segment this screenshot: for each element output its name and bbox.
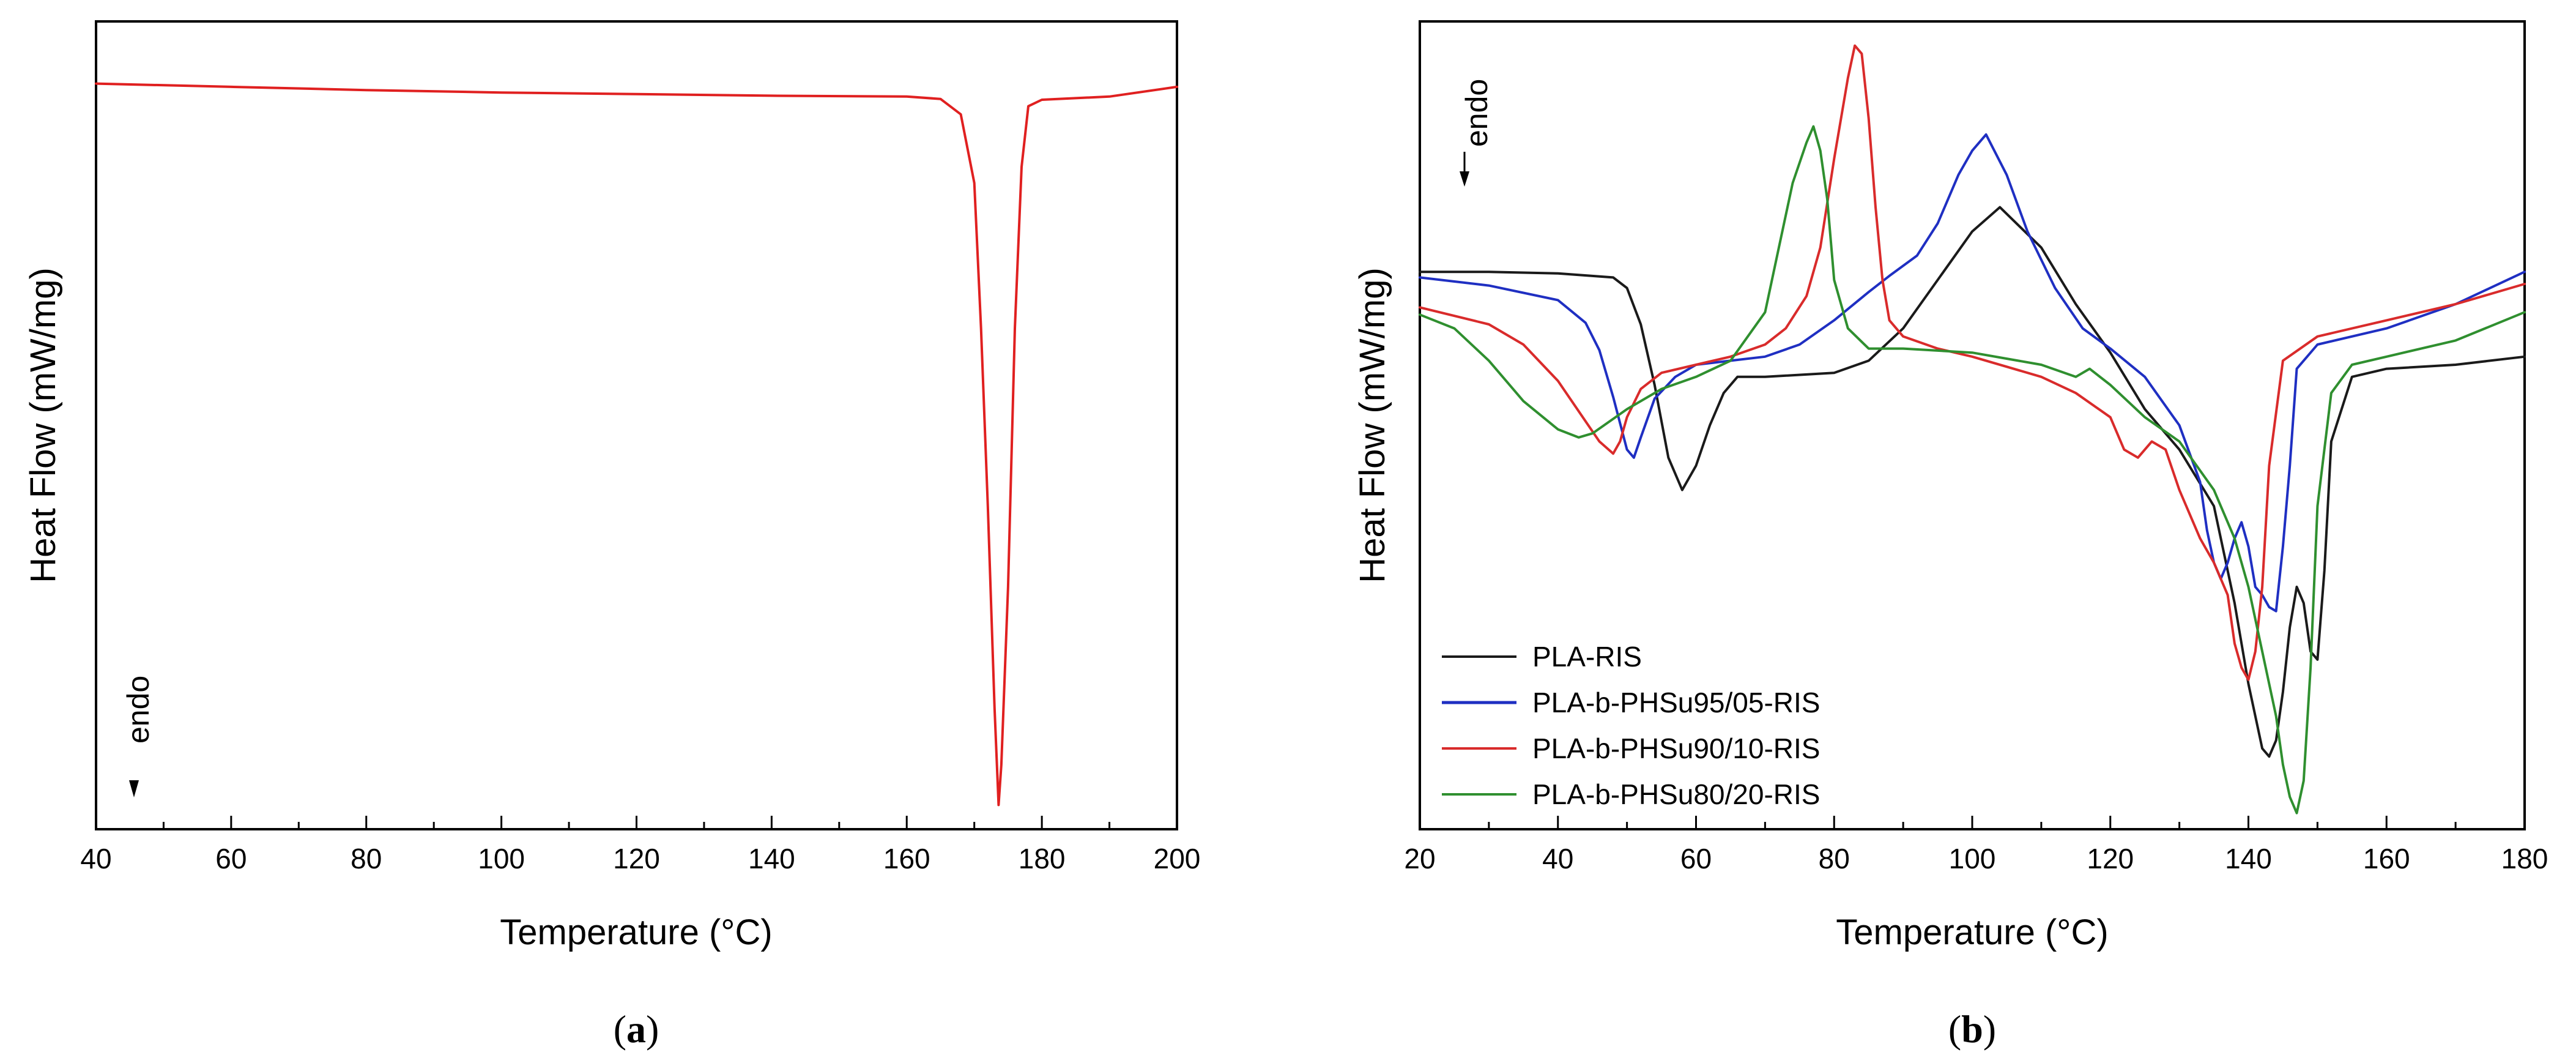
panel-b-x-tick-label: 60 — [1680, 843, 1712, 875]
panel-a-x-tick-label: 200 — [1154, 843, 1201, 875]
panel-b-x-tick-label: 80 — [1819, 843, 1850, 875]
panel-b-endo-arrow-icon — [1460, 171, 1469, 187]
panel-b-series — [1419, 44, 2526, 815]
panel-b-y-axis-title: Heat Flow (mW/mg) — [1353, 267, 1392, 583]
panel-b-x-tick-label: 100 — [1949, 843, 1996, 875]
panel-a-x-tick-label: 120 — [613, 843, 660, 875]
panel-b-series-pla-b-phsu90-10-ris — [1419, 44, 2526, 681]
panel-a-x-ticks: 40 60 80 100 120 140 160 180 200 — [80, 816, 1200, 875]
panel-b-caption: (b) — [1948, 1007, 1996, 1051]
legend-label-pla-ris: PLA-RIS — [1532, 641, 1642, 673]
panel-b-series-pla-ris — [1419, 206, 2526, 758]
panel-a-plot-frame — [95, 20, 1178, 830]
legend-label-pla-b-phsu95: PLA-b-PHSu95/05-RIS — [1532, 687, 1820, 718]
panel-a-x-tick-label: 140 — [748, 843, 795, 875]
legend-label-pla-b-phsu90: PLA-b-PHSu90/10-RIS — [1532, 733, 1820, 764]
panel-b-x-tick-label: 20 — [1404, 843, 1435, 875]
panel-b-series-pla-b-phsu95-05-ris — [1419, 133, 2526, 613]
panel-a-series — [95, 82, 1178, 807]
panel-a-endo-label: endo — [121, 676, 155, 744]
panel-b-chart: 20 40 60 80 100 120 140 160 180 endo Heat Flow (… — [1353, 20, 2548, 1051]
panel-a-caption: (a) — [614, 1007, 659, 1051]
panel-b-x-axis-title: Temperature (°C) — [1836, 912, 2108, 952]
panel-a-series-pla-ris — [95, 82, 1178, 807]
panel-a-x-tick-label: 100 — [478, 843, 525, 875]
panel-b-x-tick-label: 180 — [2501, 843, 2548, 875]
panel-b-x-tick-label: 160 — [2363, 843, 2410, 875]
panel-a-x-tick-label: 80 — [351, 843, 382, 875]
panel-a-x-tick-label: 40 — [80, 843, 111, 875]
panel-b-endo-label: endo — [1460, 79, 1494, 147]
panel-a-x-tick-label: 60 — [215, 843, 247, 875]
panel-b-series-pla-b-phsu80-20-ris — [1419, 125, 2526, 815]
panel-a-x-axis-title: Temperature (°C) — [500, 912, 772, 952]
panel-a-x-tick-label: 180 — [1019, 843, 1066, 875]
legend-label-pla-b-phsu80: PLA-b-PHSu80/20-RIS — [1532, 778, 1820, 810]
panel-a-x-tick-label: 160 — [883, 843, 930, 875]
panel-b-legend: PLA-RIS PLA-b-PHSu95/05-RIS PLA-b-PHSu90… — [1442, 641, 1820, 810]
panel-a-endo-arrow-icon — [129, 780, 139, 797]
panel-a-y-axis-title: Heat Flow (mW/mg) — [23, 267, 63, 583]
panel-b-x-tick-label: 120 — [2087, 843, 2134, 875]
panel-b-x-ticks: 20 40 60 80 100 120 140 160 180 — [1404, 816, 2548, 875]
panel-b-x-tick-label: 140 — [2225, 843, 2272, 875]
panel-a-chart: 40 60 80 100 120 140 160 180 200 endo Heat Flow … — [23, 20, 1200, 1051]
panel-b-x-tick-label: 40 — [1542, 843, 1573, 875]
